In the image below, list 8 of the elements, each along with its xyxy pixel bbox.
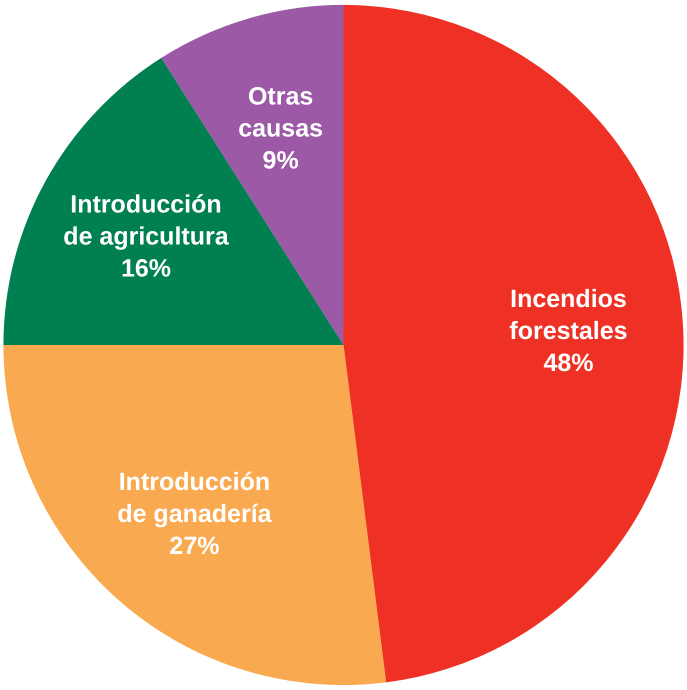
- data-label: 9%: [262, 146, 299, 175]
- data-label: 48%: [543, 348, 594, 377]
- slice-label: Introducción de agricultura: [63, 190, 230, 250]
- data-label: 16%: [120, 254, 171, 282]
- slice-label: Otras causas: [238, 82, 324, 143]
- data-label: 27%: [169, 532, 220, 560]
- slice-label: Incendios forestales: [509, 284, 628, 345]
- slice-label: Introducción de ganadería: [117, 468, 273, 528]
